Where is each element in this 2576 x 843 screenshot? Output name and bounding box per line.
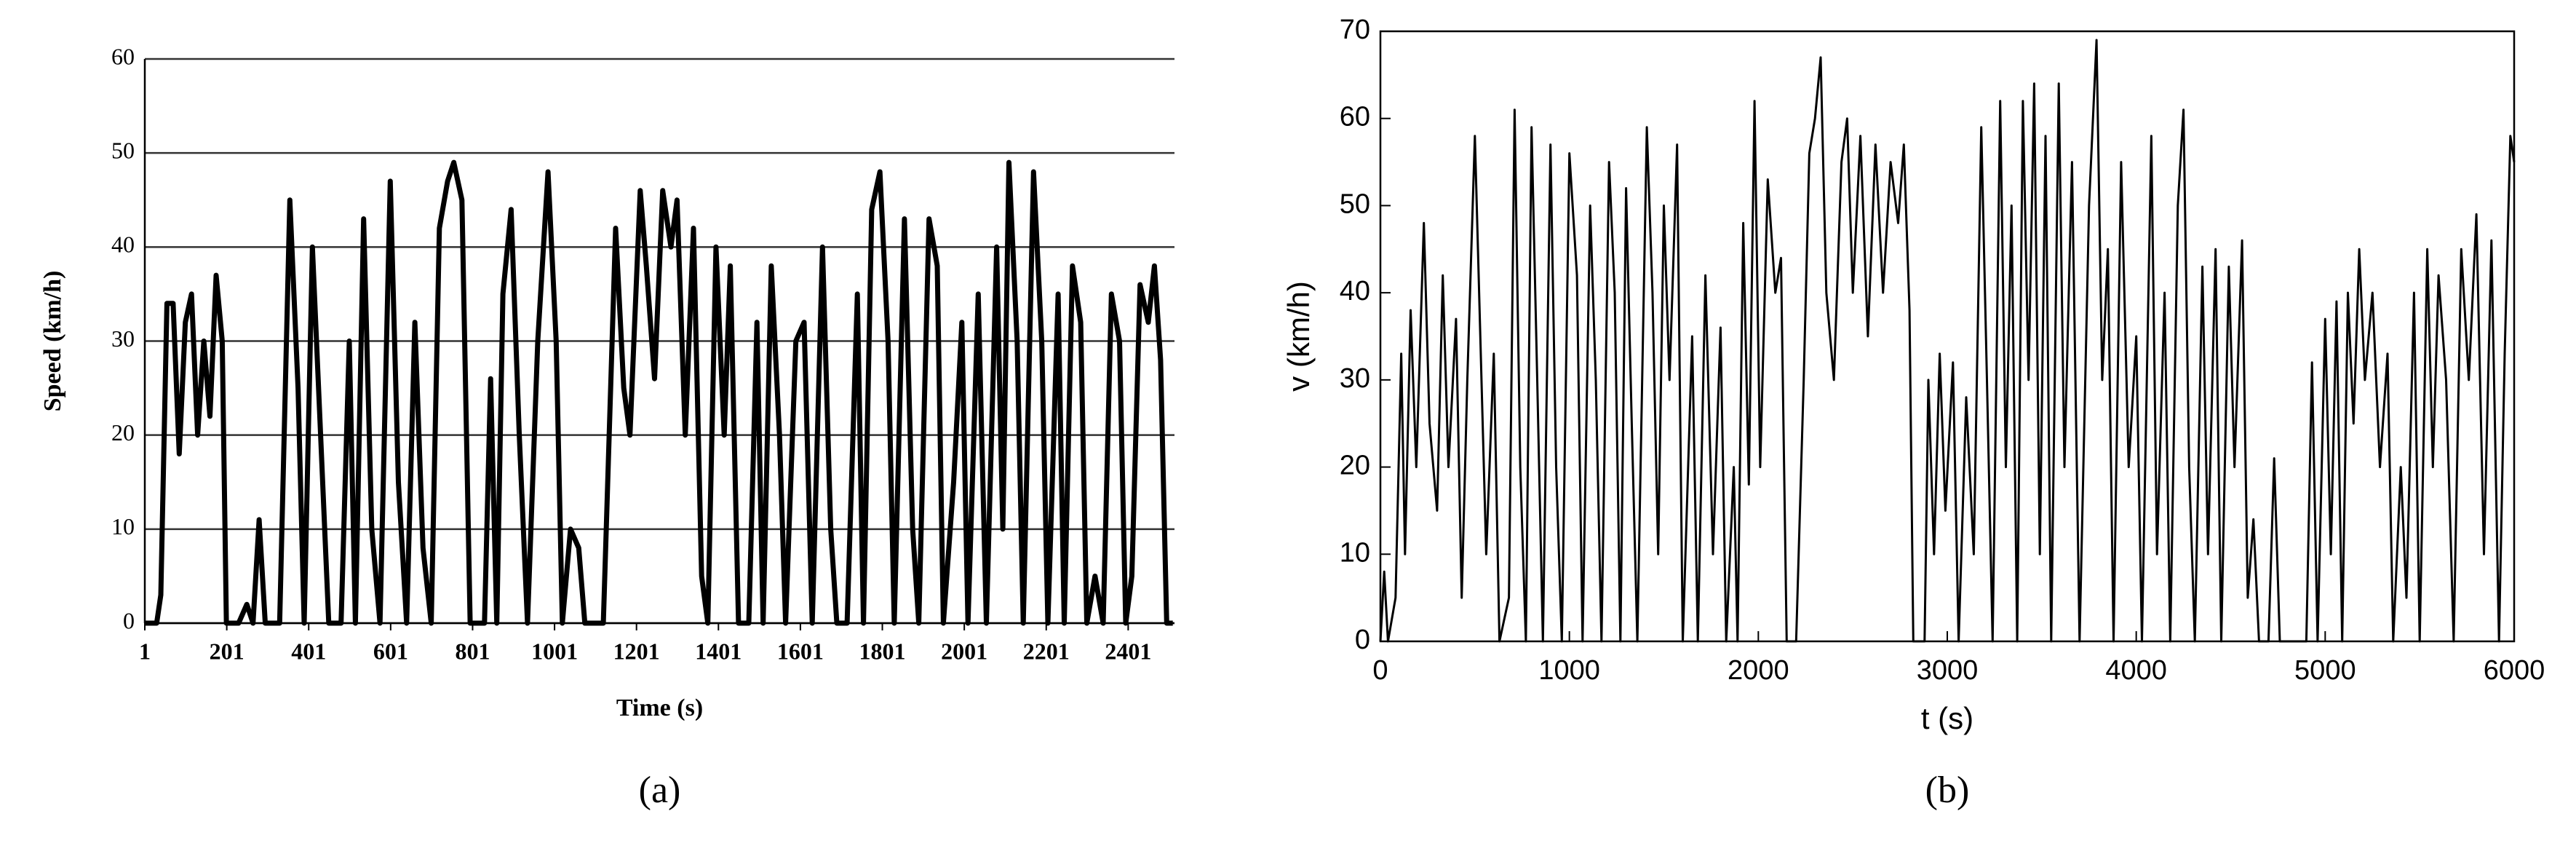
x-tick-label: 2001: [941, 638, 987, 664]
y-tick-label: 60: [1340, 102, 1370, 132]
y-tick-label: 70: [1340, 15, 1370, 45]
y-tick-label: 50: [1340, 189, 1370, 219]
y-tick-label: 10: [111, 513, 135, 539]
y-tick-label: 60: [111, 43, 135, 69]
x-tick-label: 3000: [1917, 655, 1979, 686]
y-tick-label: 30: [1340, 363, 1370, 394]
y-tick-label: 30: [111, 325, 135, 352]
speed-line: [145, 159, 1173, 626]
x-tick-label: 6000: [2484, 655, 2545, 686]
x-tick-label: 5000: [2294, 655, 2356, 686]
y-tick-label: 0: [123, 607, 135, 633]
x-tick-label: 2401: [1105, 638, 1151, 664]
speed-line: [1379, 39, 2516, 643]
x-axis-label: t (s): [1921, 701, 1973, 735]
x-tick-label: 201: [210, 638, 245, 664]
x-tick-label: 401: [291, 638, 326, 664]
x-axis-label: Time (s): [616, 694, 703, 721]
x-tick-label: 1801: [859, 638, 906, 664]
x-tick-label: 2201: [1023, 638, 1070, 664]
y-tick-label: 0: [1355, 625, 1370, 655]
y-axis-label: Speed (km/h): [39, 271, 66, 412]
y-axis-label: v (km/h): [1281, 281, 1316, 392]
x-tick-label: 801: [455, 638, 490, 664]
x-tick-label: 1001: [531, 638, 578, 664]
caption: (b): [1925, 769, 1970, 811]
x-tick-label: 1601: [777, 638, 824, 664]
x-tick-label: 1201: [613, 638, 660, 664]
x-tick-label: 601: [373, 638, 408, 664]
x-tick-label: 0: [1372, 655, 1388, 686]
y-tick-label: 10: [1340, 537, 1370, 568]
y-tick-label: 40: [1340, 276, 1370, 306]
y-tick-label: 40: [111, 231, 135, 258]
x-tick-label: 2000: [1728, 655, 1789, 686]
caption: (a): [639, 769, 681, 811]
x-tick-label: 1401: [695, 638, 742, 664]
y-tick-label: 50: [111, 138, 135, 164]
x-tick-label: 4000: [2105, 655, 2167, 686]
y-tick-label: 20: [111, 419, 135, 446]
x-tick-label: 1: [139, 638, 151, 664]
x-tick-label: 1000: [1538, 655, 1600, 686]
y-tick-label: 20: [1340, 451, 1370, 481]
plot-frame: [1379, 30, 2516, 643]
